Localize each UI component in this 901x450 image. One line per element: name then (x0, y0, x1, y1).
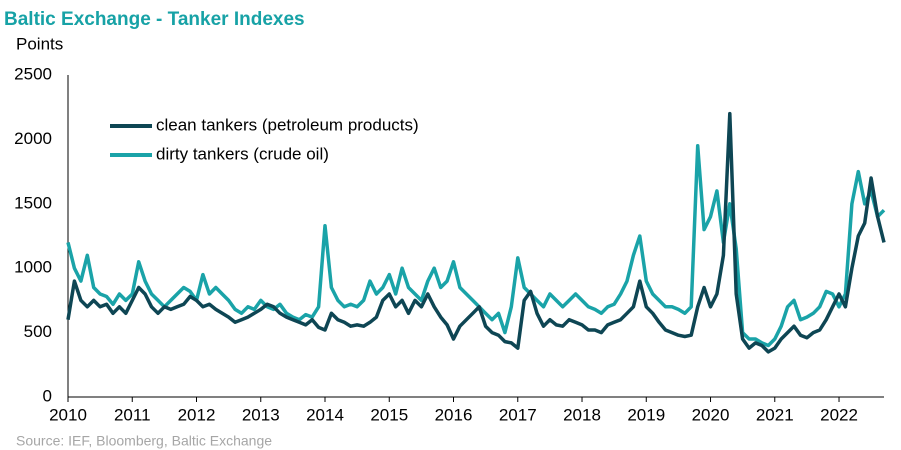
y-tick-label: 500 (24, 322, 52, 341)
x-tick-label: 2022 (820, 405, 858, 424)
y-tick-label: 2500 (14, 64, 52, 83)
y-tick-label: 0 (43, 386, 52, 405)
x-tick-label: 2018 (563, 405, 601, 424)
series-line (66, 144, 886, 348)
x-tick-label: 2016 (435, 405, 473, 424)
y-tick-label: 1500 (14, 193, 52, 212)
x-tick-label: 2010 (49, 405, 87, 424)
y-tick-label: 2000 (14, 129, 52, 148)
y-tick-label: 1000 (14, 258, 52, 277)
series-line (66, 111, 886, 354)
x-tick-label: 2021 (756, 405, 794, 424)
x-tick-label: 2012 (178, 405, 216, 424)
chart-title: Baltic Exchange - Tanker Indexes (4, 9, 305, 30)
x-tick-label: 2017 (499, 405, 537, 424)
legend-label: clean tankers (petroleum products) (156, 115, 419, 134)
x-tick-label: 2014 (306, 405, 344, 424)
chart-subtitle: Points (16, 34, 63, 53)
source: Source: IEF, Bloomberg, Baltic Exchange (16, 433, 272, 449)
x-tick-label: 2011 (114, 405, 151, 424)
x-tick-label: 2019 (627, 405, 665, 424)
x-tick-label: 2015 (370, 405, 408, 424)
x-tick-label: 2020 (692, 405, 730, 424)
x-tick-label: 2013 (242, 405, 280, 424)
legend-label: dirty tankers (crude oil) (156, 144, 329, 163)
